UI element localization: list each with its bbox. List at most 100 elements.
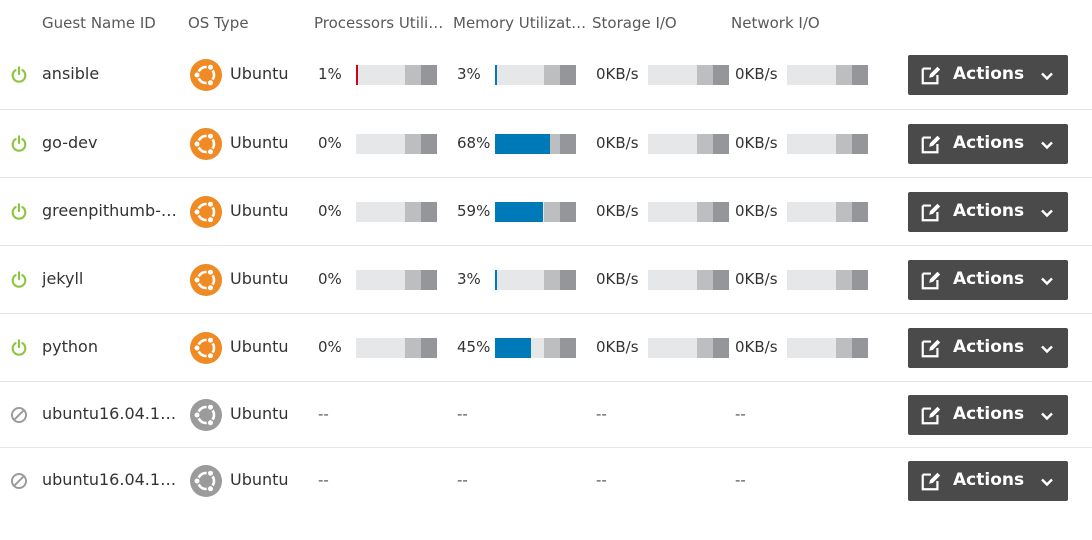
storage-value: 0KB/s bbox=[596, 134, 639, 152]
memory-value: 59% bbox=[457, 202, 491, 220]
bar-track-segment bbox=[697, 65, 713, 85]
cpu-value: -- bbox=[318, 405, 329, 423]
actions-label: Actions bbox=[953, 201, 1025, 221]
column-header-network[interactable]: Network I/O bbox=[731, 14, 820, 32]
network-value: -- bbox=[735, 471, 746, 489]
actions-button[interactable]: Actions bbox=[908, 461, 1068, 501]
ubuntu-icon bbox=[190, 465, 222, 497]
guest-name[interactable]: ubuntu16.04.149... bbox=[42, 470, 184, 489]
bar-track-segment bbox=[836, 270, 852, 290]
bar-track-segment bbox=[713, 134, 729, 154]
memory-bar bbox=[495, 338, 576, 358]
network-value: 0KB/s bbox=[735, 65, 778, 83]
edit-icon bbox=[920, 133, 942, 155]
column-header-cpu[interactable]: Processors Utiliz... bbox=[314, 14, 450, 32]
storage-bar bbox=[648, 134, 729, 154]
bar-track-segment bbox=[713, 65, 729, 85]
os-type: Ubuntu bbox=[230, 201, 289, 220]
bar-fill bbox=[495, 202, 543, 222]
actions-button[interactable]: Actions bbox=[908, 328, 1068, 368]
guest-name[interactable]: ubuntu16.04.149... bbox=[42, 404, 184, 423]
storage-value: 0KB/s bbox=[596, 65, 639, 83]
disabled-icon bbox=[10, 406, 28, 424]
guest-name[interactable]: greenpithumb-d... bbox=[42, 201, 184, 220]
memory-value: -- bbox=[457, 405, 468, 423]
column-header-storage[interactable]: Storage I/O bbox=[592, 14, 677, 32]
bar-track-segment bbox=[836, 202, 852, 222]
memory-value: 45% bbox=[457, 338, 491, 356]
chevron-down-icon bbox=[1040, 474, 1054, 488]
bar-track-segment bbox=[421, 338, 437, 358]
network-bar bbox=[787, 65, 868, 85]
actions-button[interactable]: Actions bbox=[908, 192, 1068, 232]
bar-track-segment bbox=[544, 338, 560, 358]
ubuntu-icon bbox=[190, 128, 222, 160]
power-on-icon bbox=[10, 271, 28, 289]
bar-track-segment bbox=[836, 65, 852, 85]
bar-track-segment bbox=[852, 270, 868, 290]
edit-icon bbox=[920, 269, 942, 291]
network-value: 0KB/s bbox=[735, 202, 778, 220]
actions-button[interactable]: Actions bbox=[908, 260, 1068, 300]
bar-track-segment bbox=[713, 202, 729, 222]
storage-bar bbox=[648, 270, 729, 290]
table-row[interactable]: go-dev Ubuntu 0% 68% 0KB/s 0KB/s Actions bbox=[0, 109, 1092, 178]
column-header-name[interactable]: Guest Name ID bbox=[42, 14, 156, 32]
cpu-bar bbox=[356, 338, 437, 358]
guest-name[interactable]: go-dev bbox=[42, 133, 98, 152]
cpu-value: 0% bbox=[318, 338, 342, 356]
bar-track-segment bbox=[560, 338, 576, 358]
memory-value: 68% bbox=[457, 134, 491, 152]
bar-track-segment bbox=[713, 270, 729, 290]
cpu-value: 0% bbox=[318, 270, 342, 288]
bar-track-segment bbox=[560, 202, 576, 222]
actions-button[interactable]: Actions bbox=[908, 395, 1068, 435]
storage-bar bbox=[648, 202, 729, 222]
bar-track-segment bbox=[405, 202, 421, 222]
actions-label: Actions bbox=[953, 337, 1025, 357]
bar-track-segment bbox=[421, 65, 437, 85]
chevron-down-icon bbox=[1040, 205, 1054, 219]
column-header-memory[interactable]: Memory Utilizati... bbox=[453, 14, 589, 32]
actions-button[interactable]: Actions bbox=[908, 124, 1068, 164]
actions-label: Actions bbox=[953, 404, 1025, 424]
os-type: Ubuntu bbox=[230, 133, 289, 152]
chevron-down-icon bbox=[1040, 68, 1054, 82]
actions-label: Actions bbox=[953, 269, 1025, 289]
column-header-os[interactable]: OS Type bbox=[188, 14, 249, 32]
edit-icon bbox=[920, 201, 942, 223]
storage-value: 0KB/s bbox=[596, 338, 639, 356]
table-row[interactable]: ubuntu16.04.149... Ubuntu -- -- -- -- Actions bbox=[0, 381, 1092, 448]
bar-fill bbox=[495, 65, 497, 85]
table-row[interactable]: greenpithumb-d... Ubuntu 0% 59% 0KB/s 0KB/s Ac… bbox=[0, 177, 1092, 246]
guest-name[interactable]: ansible bbox=[42, 64, 100, 83]
guest-name[interactable]: jekyll bbox=[42, 269, 84, 288]
table-row[interactable]: ansible Ubuntu 1% 3% 0KB/s 0KB/s Actions bbox=[0, 41, 1092, 109]
bar-track-segment bbox=[421, 270, 437, 290]
table-row[interactable]: python Ubuntu 0% 45% 0KB/s 0KB/s Actions bbox=[0, 313, 1092, 382]
storage-value: 0KB/s bbox=[596, 270, 639, 288]
chevron-down-icon bbox=[1040, 137, 1054, 151]
memory-value: 3% bbox=[457, 65, 481, 83]
bar-fill bbox=[495, 134, 550, 154]
network-bar bbox=[787, 270, 868, 290]
actions-label: Actions bbox=[953, 470, 1025, 490]
bar-track-segment bbox=[836, 134, 852, 154]
bar-track-segment bbox=[421, 202, 437, 222]
table-row[interactable]: ubuntu16.04.149... Ubuntu -- -- -- -- Actions bbox=[0, 447, 1092, 514]
bar-track-segment bbox=[544, 65, 560, 85]
power-on-icon bbox=[10, 203, 28, 221]
os-type: Ubuntu bbox=[230, 470, 289, 489]
edit-icon bbox=[920, 470, 942, 492]
power-on-icon bbox=[10, 135, 28, 153]
network-value: 0KB/s bbox=[735, 134, 778, 152]
power-on-icon bbox=[10, 66, 28, 84]
actions-label: Actions bbox=[953, 133, 1025, 153]
storage-value: -- bbox=[596, 405, 607, 423]
actions-button[interactable]: Actions bbox=[908, 55, 1068, 95]
guest-name[interactable]: python bbox=[42, 337, 98, 356]
table-row[interactable]: jekyll Ubuntu 0% 3% 0KB/s 0KB/s Actions bbox=[0, 245, 1092, 314]
bar-track-segment bbox=[405, 65, 421, 85]
cpu-bar bbox=[356, 65, 437, 85]
network-bar bbox=[787, 338, 868, 358]
